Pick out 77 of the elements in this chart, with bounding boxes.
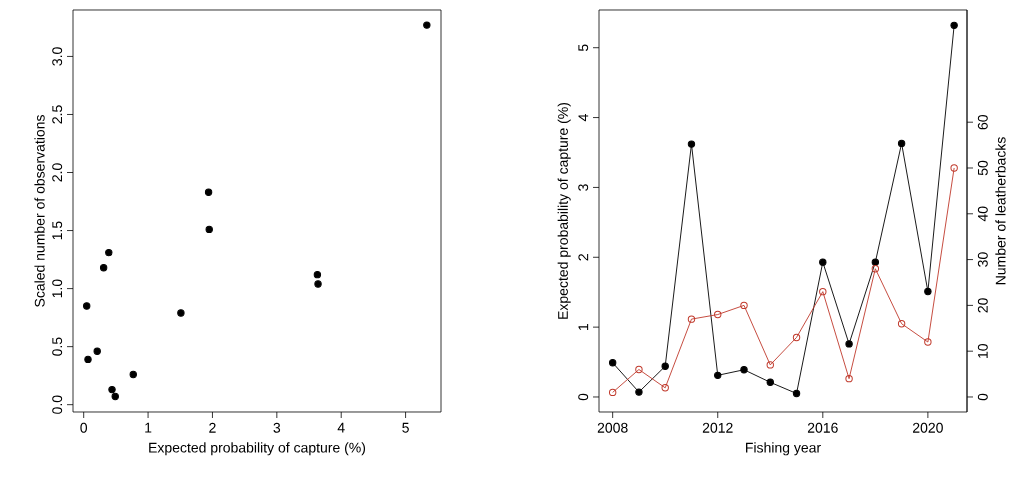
y2-tick-label: 10 (977, 343, 988, 358)
point (819, 287, 827, 296)
point (635, 388, 643, 396)
y-tick-label: 3.0 (52, 47, 63, 66)
point (99, 264, 108, 272)
point (608, 359, 617, 367)
point (766, 361, 774, 369)
y2-tick-label: 0 (977, 393, 988, 401)
point (83, 302, 91, 310)
point (84, 355, 92, 364)
y-tick-label: 5 (578, 44, 589, 52)
point (740, 366, 748, 374)
point (108, 385, 116, 394)
y-tick-label: 4 (578, 114, 589, 122)
point (714, 371, 722, 380)
point (740, 301, 748, 310)
y2-tick-label: 50 (977, 160, 988, 176)
y-tick-label: 3 (578, 184, 589, 191)
y2-tick-label: 30 (977, 252, 988, 267)
point (129, 370, 137, 379)
y2-tick-label: 40 (977, 206, 988, 222)
x-tick-label: 0 (80, 422, 88, 433)
point (819, 258, 827, 266)
x-tick-label: 2016 (807, 422, 838, 433)
point (845, 374, 853, 383)
point (792, 389, 801, 398)
point (661, 384, 669, 392)
point (111, 392, 119, 401)
point (661, 362, 669, 370)
y-tick-label: 1.0 (52, 279, 63, 298)
y-tick-label: 0.5 (52, 337, 63, 356)
point (950, 21, 958, 30)
point (950, 164, 958, 172)
x-tick-label: 2012 (702, 422, 733, 433)
point (93, 347, 101, 355)
y2-tick-label: 60 (977, 114, 988, 130)
x-axis-title: Expected probability of capture (%) (149, 442, 366, 456)
x-tick-label: 2 (209, 422, 216, 433)
y-tick-label: 1 (578, 323, 589, 330)
y-axis-title: Expected probability of capture (%) (557, 102, 571, 319)
point (871, 258, 880, 266)
point (897, 320, 906, 328)
point (687, 315, 696, 323)
y-tick-label: 0 (578, 393, 589, 401)
point (205, 225, 213, 234)
y-tick-label: 2 (578, 254, 589, 261)
y-axis-title: Scaled number of observations (34, 115, 45, 307)
y2-axis-title: Number of leatherbacks (995, 137, 1006, 285)
point (314, 280, 322, 288)
y2-tick-label: 20 (977, 298, 988, 313)
x-tick-label: 2008 (597, 422, 628, 433)
x-axis-title: Fishing year (746, 442, 821, 456)
y-tick-label: 1.5 (52, 221, 63, 240)
point (924, 287, 932, 296)
point (105, 248, 113, 257)
point (313, 270, 322, 279)
point (635, 365, 643, 374)
point (177, 309, 185, 317)
point (687, 140, 696, 148)
x-tick-label: 1 (145, 422, 152, 433)
y-tick-label: 2.0 (52, 163, 63, 182)
point (792, 333, 801, 342)
point (897, 139, 906, 148)
point (924, 338, 932, 346)
point (871, 265, 880, 273)
x-tick-label: 5 (402, 422, 409, 433)
point (714, 310, 722, 319)
x-tick-label: 2020 (913, 422, 943, 433)
point (608, 388, 617, 397)
point (845, 340, 853, 348)
point (204, 188, 213, 196)
x-tick-label: 4 (337, 422, 345, 433)
point (423, 21, 431, 29)
point (766, 378, 774, 387)
y-tick-label: 0.0 (52, 395, 63, 414)
x-tick-label: 3 (273, 422, 281, 433)
y-tick-label: 2.5 (52, 105, 63, 124)
